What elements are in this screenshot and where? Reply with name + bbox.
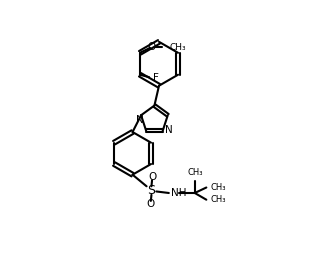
Text: N: N (136, 115, 144, 125)
Text: O: O (147, 199, 155, 209)
Text: CH₃: CH₃ (211, 183, 226, 192)
Text: NH: NH (171, 188, 187, 198)
Text: S: S (148, 184, 156, 197)
Text: F: F (153, 73, 159, 83)
Text: O: O (148, 42, 156, 52)
Text: CH₃: CH₃ (211, 195, 226, 204)
Text: O: O (148, 172, 156, 182)
Text: N: N (165, 125, 173, 135)
Text: CH₃: CH₃ (169, 43, 186, 52)
Text: CH₃: CH₃ (187, 168, 203, 177)
